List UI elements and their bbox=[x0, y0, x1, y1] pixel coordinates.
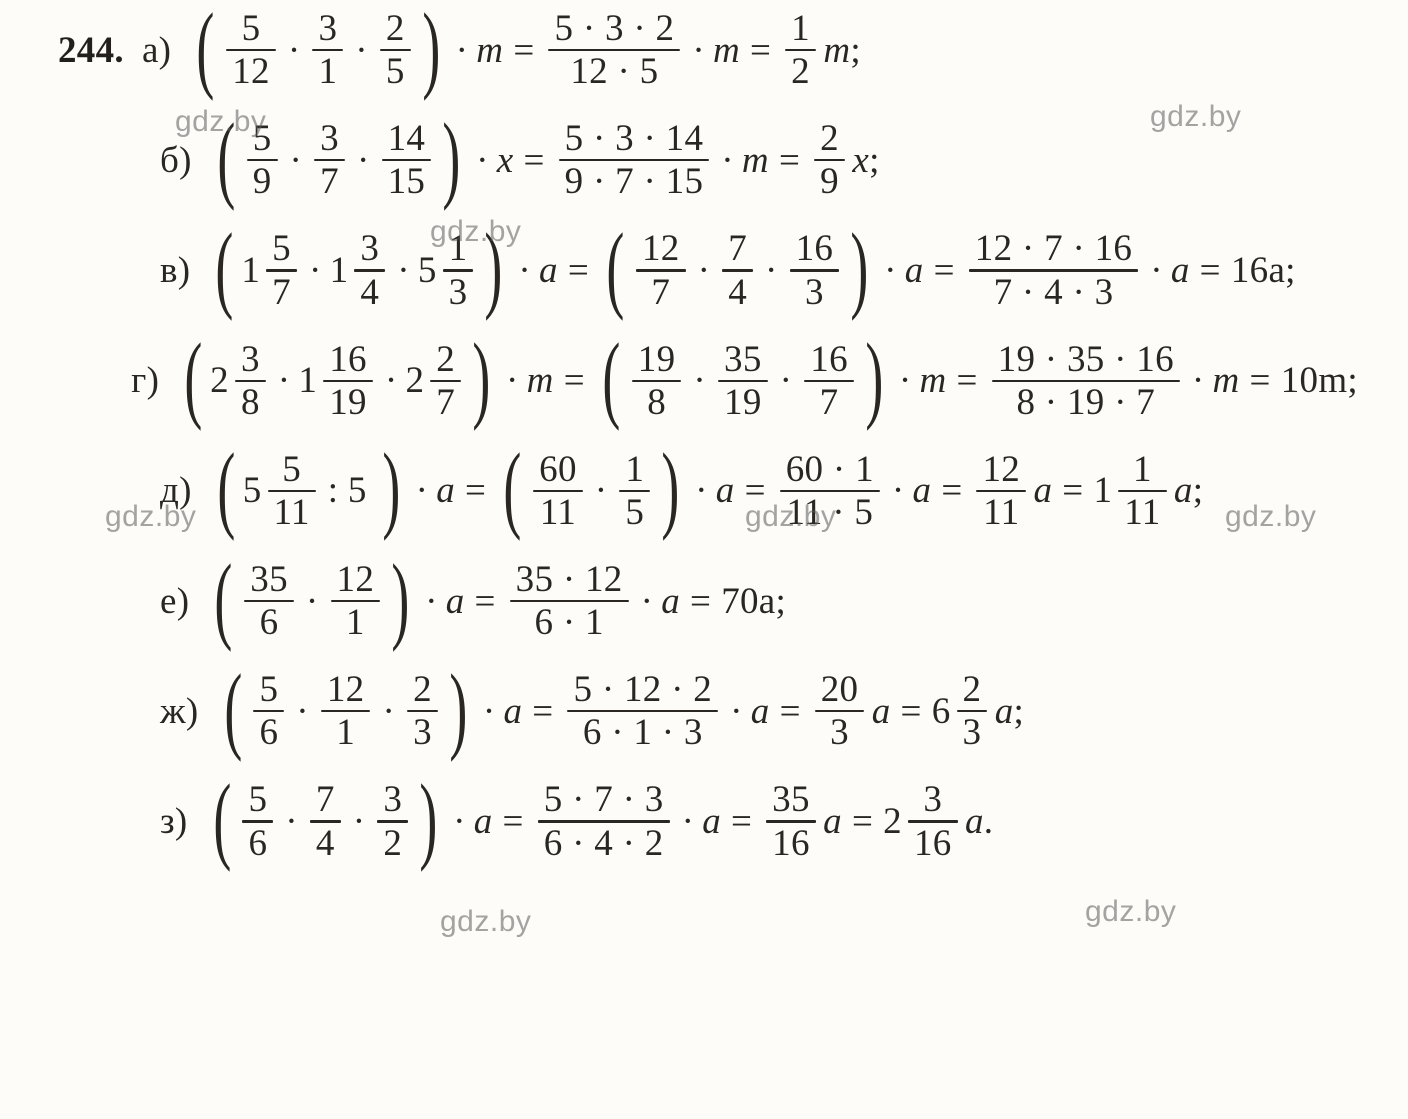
label-z: з) bbox=[160, 803, 188, 840]
label-zh: ж) bbox=[160, 693, 199, 730]
label-a: а) bbox=[142, 32, 171, 69]
paren-a1: ( 512 · 31 · 25 ) bbox=[189, 8, 447, 92]
row-a: 244. а) ( 512 · 31 · 25 ) ·m = 5 · 3 · 2… bbox=[58, 8, 1358, 92]
label-e: е) bbox=[160, 583, 189, 620]
label-b: б) bbox=[160, 142, 192, 179]
row-e: е) ( 356 · 121 ) ·a = 35 · 126 · 1 ·a = … bbox=[58, 559, 1358, 643]
row-v: в) ( 157 · 134 · 513 ) ·a = ( 127 · 74 ·… bbox=[58, 228, 1358, 312]
page: 244. а) ( 512 · 31 · 25 ) ·m = 5 · 3 · 2… bbox=[0, 0, 1408, 1119]
problem-number: 244. bbox=[58, 32, 124, 69]
watermark: gdz.by bbox=[1085, 895, 1176, 929]
label-d: д) bbox=[160, 472, 192, 509]
watermark: gdz.by bbox=[440, 905, 531, 939]
row-b: б) ( 59 · 37 · 1415 ) ·x = 5 · 3 · 149 ·… bbox=[58, 118, 1358, 202]
label-v: в) bbox=[160, 252, 190, 289]
row-d: д) ( 5511 : 5 ) ·a = ( 6011 · 15 ) ·a = … bbox=[58, 449, 1358, 533]
paren-b1: ( 59 · 37 · 1415 ) bbox=[210, 118, 468, 202]
row-z: з) ( 56 · 74 · 32 ) ·a = 5 · 7 · 36 · 4 … bbox=[58, 779, 1358, 863]
paren-left-icon: ( bbox=[197, 19, 215, 78]
row-zh: ж) ( 56 · 121 · 23 ) ·a = 5 · 12 · 26 · … bbox=[58, 669, 1358, 753]
paren-right-icon: ) bbox=[422, 19, 440, 78]
row-g: г) ( 238 · 11619 · 227 ) ·m = ( 198 · 35… bbox=[58, 339, 1358, 423]
label-g: г) bbox=[131, 362, 159, 399]
